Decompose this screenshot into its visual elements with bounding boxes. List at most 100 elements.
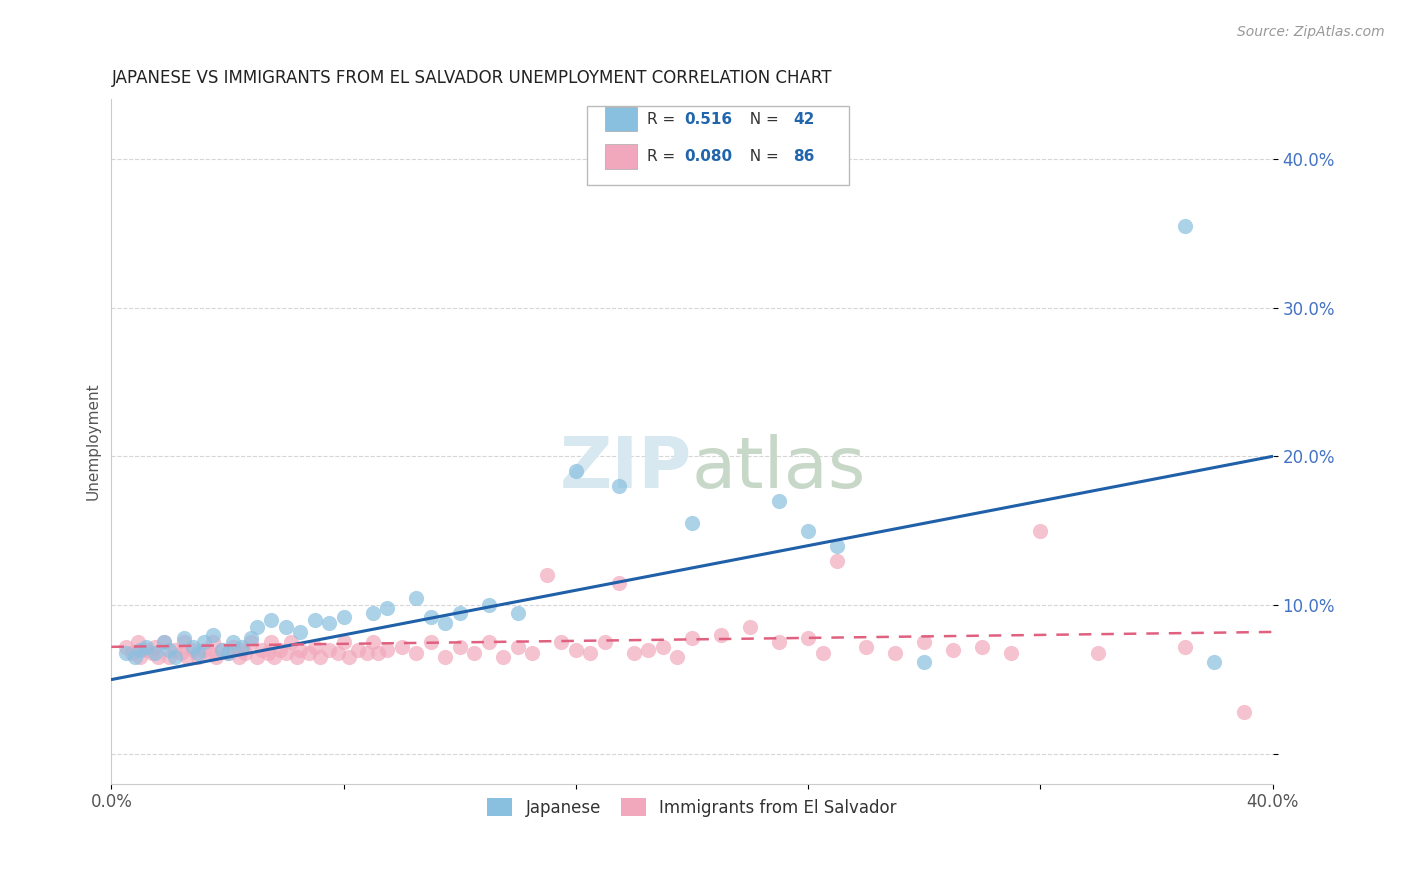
Point (332, 635, 354, 649)
Point (681, 631, 703, 645)
Point (152, 635, 174, 649)
Point (405, 646, 427, 660)
Point (1204, 655, 1226, 669)
Point (506, 640, 529, 654)
Point (135, 640, 157, 654)
Point (205, 650, 228, 665)
Point (187, 650, 209, 665)
Point (211, 642, 233, 657)
Point (768, 635, 790, 649)
Text: 0.516: 0.516 (683, 112, 733, 127)
Text: ZIP: ZIP (560, 434, 692, 503)
Point (579, 646, 602, 660)
Point (478, 635, 501, 649)
Point (326, 646, 349, 660)
Point (522, 646, 544, 660)
Text: R =: R = (647, 149, 681, 164)
Point (550, 635, 572, 649)
Point (797, 631, 820, 645)
Point (942, 642, 965, 657)
Point (298, 646, 321, 660)
Point (239, 635, 262, 649)
Text: JAPANESE VS IMMIGRANTS FROM EL SALVADOR UNEMPLOYMENT CORRELATION CHART: JAPANESE VS IMMIGRANTS FROM EL SALVADOR … (111, 69, 832, 87)
Point (115, 640, 138, 654)
Point (115, 646, 138, 660)
Point (361, 606, 384, 620)
Point (129, 642, 152, 657)
Point (143, 640, 166, 654)
Point (356, 646, 378, 660)
Point (361, 635, 384, 649)
Point (211, 642, 233, 657)
Point (269, 642, 291, 657)
Point (811, 646, 834, 660)
Text: atlas: atlas (692, 434, 866, 503)
FancyBboxPatch shape (605, 107, 637, 131)
Point (492, 650, 515, 665)
Point (623, 646, 645, 660)
FancyBboxPatch shape (588, 106, 849, 185)
Point (257, 646, 280, 660)
Point (121, 646, 143, 660)
Point (593, 635, 616, 649)
Text: R =: R = (647, 112, 681, 127)
Point (288, 624, 311, 639)
Point (738, 620, 761, 634)
Point (666, 650, 689, 665)
Point (165, 650, 187, 665)
Text: 42: 42 (793, 112, 814, 127)
Point (263, 650, 285, 665)
Point (285, 650, 308, 665)
Point (135, 642, 157, 657)
Point (478, 598, 501, 612)
Point (391, 640, 413, 654)
Point (339, 650, 361, 665)
Point (884, 646, 907, 660)
Point (419, 610, 441, 624)
Point (152, 635, 174, 649)
Point (565, 642, 588, 657)
FancyBboxPatch shape (605, 145, 637, 169)
Point (825, 539, 848, 553)
Point (855, 640, 877, 654)
Point (217, 646, 239, 660)
Point (434, 650, 457, 665)
Point (193, 635, 215, 649)
Point (825, 553, 848, 567)
Point (375, 601, 398, 615)
Point (231, 642, 253, 657)
Point (274, 620, 297, 634)
Point (288, 642, 311, 657)
Point (222, 635, 245, 649)
Point (1232, 706, 1254, 720)
Point (143, 646, 166, 660)
Point (449, 640, 471, 654)
Point (1000, 646, 1022, 660)
Point (797, 524, 820, 538)
Text: N =: N = (740, 112, 783, 127)
Point (245, 620, 267, 634)
Point (222, 640, 245, 654)
Point (260, 635, 283, 649)
Point (176, 650, 198, 665)
Legend: Japanese, Immigrants from El Salvador: Japanese, Immigrants from El Salvador (481, 792, 904, 823)
Point (506, 606, 529, 620)
Point (449, 606, 471, 620)
Text: Source: ZipAtlas.com: Source: ZipAtlas.com (1237, 25, 1385, 39)
Point (309, 650, 332, 665)
Point (1174, 640, 1197, 654)
Point (318, 642, 340, 657)
Point (202, 635, 225, 649)
Point (434, 615, 457, 630)
Point (375, 642, 398, 657)
Point (652, 640, 675, 654)
Point (1087, 646, 1109, 660)
Point (245, 650, 267, 665)
Point (1174, 219, 1197, 233)
Point (912, 635, 935, 649)
Point (972, 640, 994, 654)
Point (419, 635, 441, 649)
Point (405, 591, 427, 605)
Point (609, 575, 631, 590)
Point (318, 615, 340, 630)
